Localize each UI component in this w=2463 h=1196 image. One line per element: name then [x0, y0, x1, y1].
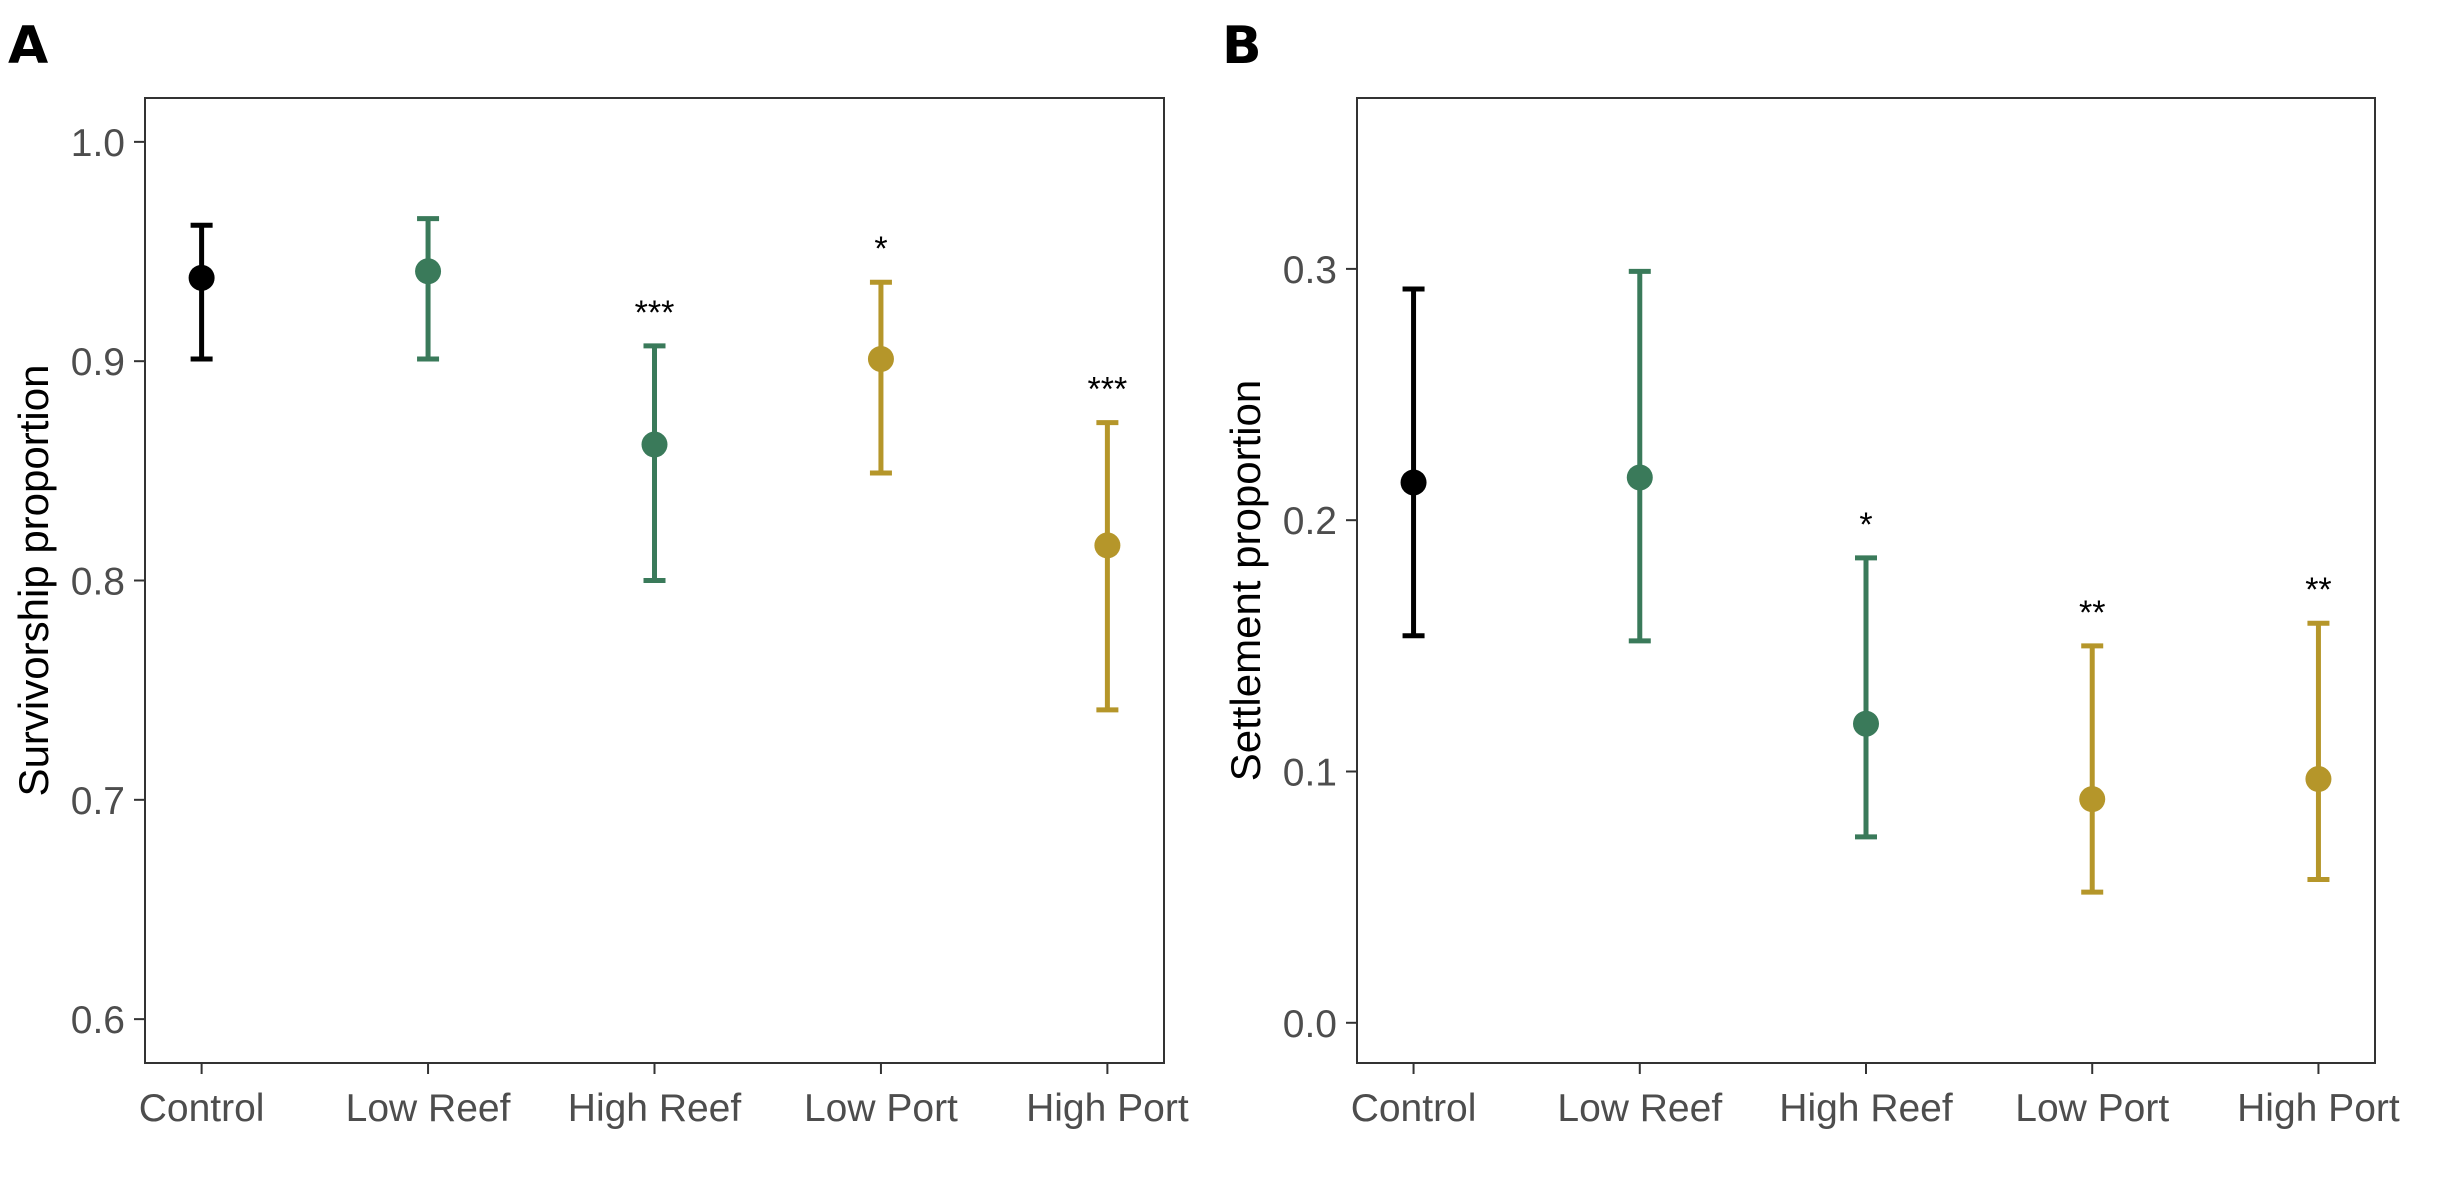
y-axis-title: Survivorship proportion: [10, 365, 57, 797]
data-point: [1094, 532, 1121, 559]
data-point-group: **: [2079, 594, 2106, 895]
data-point-group: [415, 216, 442, 362]
x-tick-label: Low Reef: [1557, 1087, 1722, 1130]
x-tick-label: Low Port: [804, 1087, 958, 1130]
panel-b: B 0.0 0.1 0.2 0.3 Control Low Reef High Reef Low…: [1222, 16, 2400, 1130]
panel-label: B: [1222, 16, 1262, 76]
data-point: [2305, 766, 2332, 793]
panel-label: A: [8, 16, 48, 76]
data-point-group: **: [2305, 571, 2332, 883]
data-point: [1853, 710, 1879, 737]
y-tick-label: 0.6: [71, 999, 125, 1042]
data-point-group: *: [867, 230, 894, 476]
data-point-group: ***: [635, 294, 675, 583]
significance-label: ***: [635, 294, 675, 332]
data-point: [1626, 464, 1653, 491]
x-tick-label: Low Port: [2015, 1087, 2169, 1130]
data-point-group: [1626, 268, 1653, 644]
y-tick-label: 0.7: [71, 780, 125, 823]
significance-label: **: [2079, 594, 2105, 632]
x-tick-label: Control: [1351, 1087, 1477, 1130]
y-tick-label: 0.0: [1283, 1003, 1337, 1046]
data-point-group: *: [1853, 506, 1879, 840]
data-point: [867, 345, 894, 372]
significance-label: ***: [1088, 371, 1128, 409]
x-tick-label: Control: [139, 1087, 265, 1130]
x-tick-label: High Port: [1026, 1087, 1189, 1130]
data-point-group: [188, 222, 215, 362]
y-tick-label: 0.8: [71, 561, 125, 604]
x-tick-label: Low Reef: [346, 1087, 511, 1130]
data-point: [641, 431, 668, 458]
significance-label: *: [1859, 506, 1872, 544]
data-point-group: ***: [1088, 371, 1128, 713]
panel-a: A 0.6 0.7 0.8 0.9 1.0 Control Low Reef High Reef…: [8, 16, 1189, 1130]
significance-label: **: [2305, 571, 2331, 609]
data-point: [1400, 469, 1427, 496]
y-tick-label: 0.2: [1283, 500, 1337, 543]
significance-label: *: [874, 230, 887, 268]
x-tick-label: High Reef: [1779, 1087, 1953, 1130]
y-axis-title: Settlement proportion: [1222, 380, 1269, 782]
y-tick-label: 0.3: [1283, 249, 1337, 292]
y-tick-label: 0.9: [71, 341, 125, 384]
y-tick-label: 0.1: [1283, 751, 1337, 794]
x-tick-label: High Reef: [568, 1087, 742, 1130]
data-point: [415, 258, 442, 285]
y-tick-label: 1.0: [71, 122, 125, 165]
x-tick-label: High Port: [2237, 1087, 2400, 1130]
data-point: [2079, 786, 2106, 813]
data-point-group: [1400, 286, 1427, 639]
data-point: [188, 264, 215, 291]
